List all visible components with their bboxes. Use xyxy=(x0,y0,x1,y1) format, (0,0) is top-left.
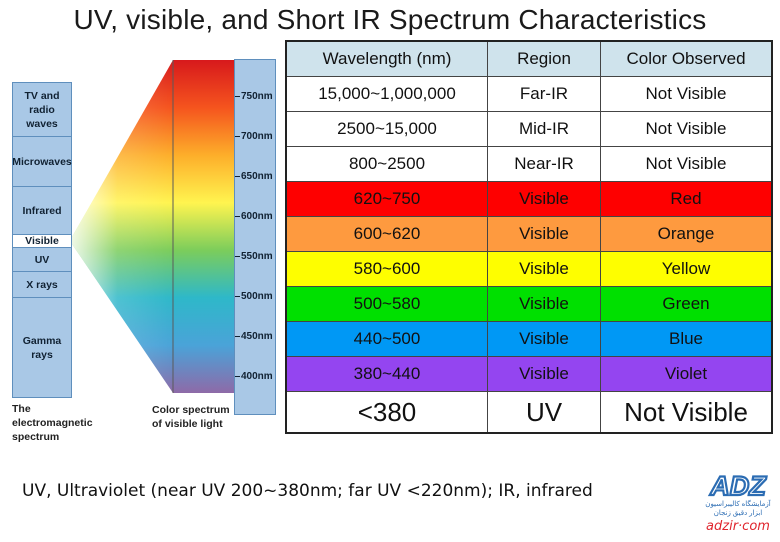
cell-wavelength: 620~750 xyxy=(285,181,488,217)
cell-color: Not Visible xyxy=(600,391,773,434)
cell-region: Visible xyxy=(487,251,601,287)
cell-color: Blue xyxy=(600,321,773,357)
cs-caption-line: Color spectrum xyxy=(152,404,230,416)
adz-logo: ADZ آزمایشگاه کالیبراسیون ابزار دقیق زنج… xyxy=(700,470,776,536)
header-wavelength: Wavelength (nm) xyxy=(285,40,488,77)
cell-wavelength: 500~580 xyxy=(285,286,488,322)
nm-label: 700nm xyxy=(235,129,273,143)
cell-region: Visible xyxy=(487,286,601,322)
table-row: 2500~15,000 Mid-IR Not Visible xyxy=(285,111,773,147)
cell-region: Far-IR xyxy=(487,76,601,112)
cell-color: Not Visible xyxy=(600,146,773,182)
cell-wavelength: 800~2500 xyxy=(285,146,488,182)
cone-fade xyxy=(72,60,173,393)
color-spectrum-caption: Color spectrum of visible light xyxy=(152,403,242,431)
nm-label: 600nm xyxy=(235,209,273,223)
em-band-infrared: Infrared xyxy=(13,187,71,235)
table-row: 440~500 Visible Blue xyxy=(285,321,773,357)
cell-wavelength: 380~440 xyxy=(285,356,488,392)
cell-wavelength: <380 xyxy=(285,391,488,434)
cell-color: Orange xyxy=(600,216,773,252)
em-spectrum-caption: The electromagnetic spectrum xyxy=(12,402,112,444)
em-band-gamma: Gamma rays xyxy=(22,334,62,361)
header-color: Color Observed xyxy=(600,40,773,77)
em-caption-line: The xyxy=(12,403,31,415)
cell-wavelength: 440~500 xyxy=(285,321,488,357)
cell-region: Mid-IR xyxy=(487,111,601,147)
table-row: <380 UV Not Visible xyxy=(285,391,773,434)
em-spectrum-column: TV and radio waves Microwaves Infrared V… xyxy=(12,82,72,398)
table-header-row: Wavelength (nm) Region Color Observed xyxy=(285,40,773,77)
cell-region: Visible xyxy=(487,216,601,252)
cell-color: Green xyxy=(600,286,773,322)
em-caption-line: spectrum xyxy=(12,431,60,443)
cell-color: Yellow xyxy=(600,251,773,287)
nm-label: 750nm xyxy=(235,89,273,103)
table-row: 580~600 Visible Yellow xyxy=(285,251,773,287)
cell-color: Violet xyxy=(600,356,773,392)
logo-tagline: آزمایشگاه کالیبراسیون ابزار دقیق زنجان xyxy=(700,500,776,518)
cell-region: UV xyxy=(487,391,601,434)
cell-region: Near-IR xyxy=(487,146,601,182)
nm-label: 650nm xyxy=(235,169,273,183)
header-region: Region xyxy=(487,40,601,77)
em-band-radio: TV and radio waves xyxy=(13,83,71,137)
adz-logo-mark: ADZ xyxy=(708,470,768,500)
nm-label: 400nm xyxy=(235,369,273,383)
cell-wavelength: 580~600 xyxy=(285,251,488,287)
em-band-uv: UV xyxy=(13,248,71,272)
nm-scale: 750nm 700nm 650nm 600nm 550nm 500nm 450n… xyxy=(234,59,276,415)
table-body: 15,000~1,000,000 Far-IR Not Visible 2500~15… xyxy=(285,76,773,434)
cell-region: Visible xyxy=(487,356,601,392)
em-caption-line: electromagnetic xyxy=(12,417,93,429)
cell-color: Red xyxy=(600,181,773,217)
cell-region: Visible xyxy=(487,321,601,357)
cell-wavelength: 600~620 xyxy=(285,216,488,252)
table-row: 800~2500 Near-IR Not Visible xyxy=(285,146,773,182)
em-band-visible: Visible xyxy=(13,235,71,248)
visible-spectrum-cone xyxy=(72,60,234,393)
page-title: UV, visible, and Short IR Spectrum Chara… xyxy=(73,4,707,35)
em-band-xrays: X rays xyxy=(13,272,71,298)
logo-tagline-line: ابزار دقیق زنجان xyxy=(713,510,763,517)
footnote: UV, Ultraviolet (near UV 200~380nm; far … xyxy=(22,481,593,501)
table-row: 380~440 Visible Violet xyxy=(285,356,773,392)
nm-label: 450nm xyxy=(235,329,273,343)
cell-wavelength: 2500~15,000 xyxy=(285,111,488,147)
cs-caption-line: of visible light xyxy=(152,418,223,430)
table-row: 600~620 Visible Orange xyxy=(285,216,773,252)
table-row: 500~580 Visible Green xyxy=(285,286,773,322)
logo-mark-text: ADZ xyxy=(709,471,767,500)
logo-url: adzir·com xyxy=(706,519,770,534)
spectrum-table: Wavelength (nm) Region Color Observed 15… xyxy=(285,40,773,434)
nm-label: 500nm xyxy=(235,289,273,303)
cell-region: Visible xyxy=(487,181,601,217)
cell-color: Not Visible xyxy=(600,111,773,147)
nm-label: 550nm xyxy=(235,249,273,263)
table-row: 15,000~1,000,000 Far-IR Not Visible xyxy=(285,76,773,112)
cell-wavelength: 15,000~1,000,000 xyxy=(285,76,488,112)
table-row: 620~750 Visible Red xyxy=(285,181,773,217)
logo-tagline-line: آزمایشگاه کالیبراسیون xyxy=(705,501,771,508)
cell-color: Not Visible xyxy=(600,76,773,112)
em-band-microwaves: Microwaves xyxy=(12,137,72,187)
